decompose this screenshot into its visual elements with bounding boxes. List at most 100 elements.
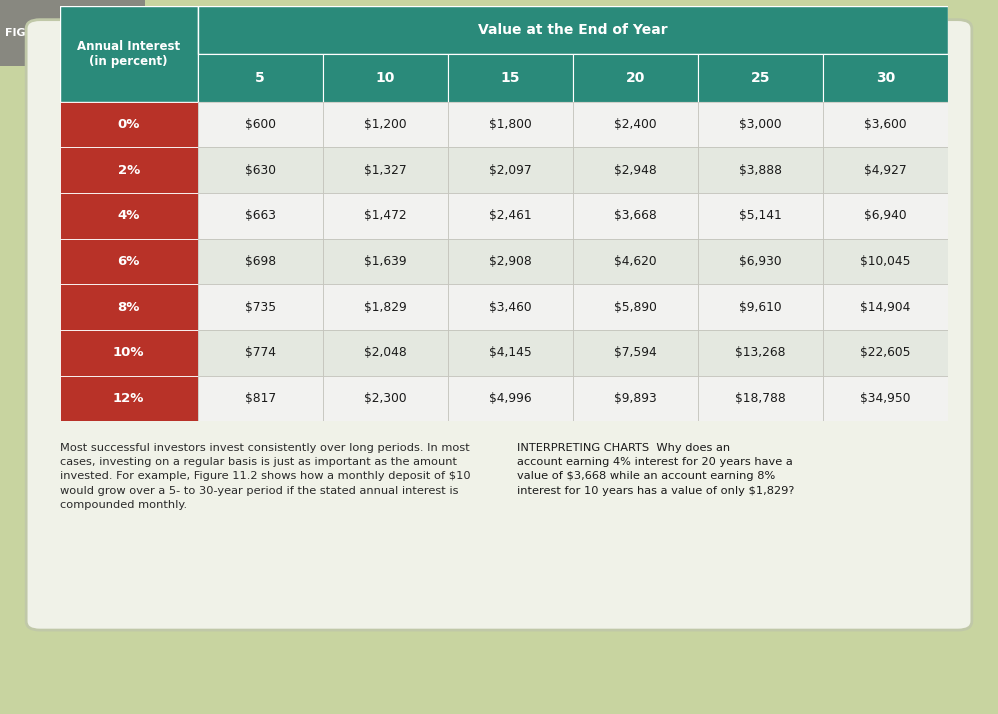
Text: 10%: 10% [113,346,145,359]
Bar [198,6,948,54]
Bar [448,193,573,238]
Bar [448,376,573,421]
Text: Annual Interest
(in percent): Annual Interest (in percent) [77,40,181,68]
Text: $4,927: $4,927 [864,164,907,177]
Bar [573,284,698,330]
Text: $9,893: $9,893 [614,392,657,405]
Bar [60,238,198,284]
Bar [698,238,823,284]
Text: 25: 25 [750,71,770,85]
Text: $4,996: $4,996 [489,392,532,405]
Bar [698,376,823,421]
Bar [573,193,698,238]
Text: $2,948: $2,948 [614,164,657,177]
Bar [60,376,198,421]
Text: FIGURE 11.2: FIGURE 11.2 [5,28,82,38]
Bar [823,284,948,330]
Text: $18,788: $18,788 [736,392,785,405]
Text: $5,141: $5,141 [740,209,781,223]
Bar [322,376,448,421]
Text: 4%: 4% [118,209,140,223]
Text: $663: $663 [245,209,275,223]
Text: $34,950: $34,950 [860,392,911,405]
Text: $817: $817 [245,392,275,405]
Text: $2,097: $2,097 [489,164,532,177]
Text: $1,200: $1,200 [364,118,406,131]
Text: INTERPRETING CHARTS  Why does an
account earning 4% interest for 20 years have a: INTERPRETING CHARTS Why does an account … [517,443,794,496]
Text: 8%: 8% [118,301,140,313]
Bar [0,0,145,66]
Text: Most successful investors invest consistently over long periods. In most
cases, : Most successful investors invest consist… [60,443,470,511]
Text: $774: $774 [245,346,275,359]
Bar [573,330,698,376]
Text: $4,620: $4,620 [614,255,657,268]
Text: $2,048: $2,048 [364,346,406,359]
Bar [573,148,698,193]
Bar [198,284,322,330]
Bar [322,102,448,148]
Text: $3,600: $3,600 [864,118,907,131]
Text: 10: 10 [375,71,395,85]
Text: $1,472: $1,472 [364,209,406,223]
Bar [198,102,322,148]
Bar [573,102,698,148]
Text: $1,829: $1,829 [364,301,406,313]
Bar [322,148,448,193]
Bar [60,284,198,330]
Bar [448,102,573,148]
Bar [322,238,448,284]
Bar [448,284,573,330]
Text: $2,400: $2,400 [614,118,657,131]
Text: 20: 20 [626,71,645,85]
Bar [322,193,448,238]
Bar [573,376,698,421]
Bar [198,193,322,238]
Text: 0%: 0% [118,118,140,131]
Text: $4,145: $4,145 [489,346,532,359]
Bar [448,148,573,193]
Bar [322,54,448,102]
Bar [823,193,948,238]
Bar [60,330,198,376]
Text: $22,605: $22,605 [860,346,911,359]
Text: $3,000: $3,000 [740,118,781,131]
Text: $2,300: $2,300 [364,392,406,405]
Bar [60,6,198,102]
Text: $1,800: $1,800 [489,118,532,131]
Text: 2%: 2% [118,164,140,177]
Text: THE POWER OF COMPOUND INTEREST: THE POWER OF COMPOUND INTEREST [160,23,604,43]
Bar [198,238,322,284]
Bar [823,102,948,148]
Text: $698: $698 [245,255,275,268]
Text: 12%: 12% [113,392,145,405]
Bar [698,193,823,238]
Bar [60,193,198,238]
Text: $1,327: $1,327 [364,164,406,177]
Text: 15: 15 [501,71,520,85]
Bar [823,148,948,193]
Bar [698,148,823,193]
Text: $3,668: $3,668 [614,209,657,223]
Bar [573,54,698,102]
Text: $7,594: $7,594 [614,346,657,359]
Bar [322,330,448,376]
Bar [698,102,823,148]
Bar [823,238,948,284]
Text: $2,461: $2,461 [489,209,532,223]
Text: $1,639: $1,639 [364,255,406,268]
Text: $14,904: $14,904 [860,301,911,313]
Bar [573,238,698,284]
Bar [698,54,823,102]
Bar [198,148,322,193]
Text: $9,610: $9,610 [740,301,781,313]
Text: $6,930: $6,930 [740,255,781,268]
Bar [448,54,573,102]
Text: $6,940: $6,940 [864,209,907,223]
Bar [60,102,198,148]
Bar [198,330,322,376]
Text: $10,045: $10,045 [860,255,911,268]
Bar [823,330,948,376]
Bar [322,284,448,330]
Bar [448,238,573,284]
Text: $3,460: $3,460 [489,301,532,313]
